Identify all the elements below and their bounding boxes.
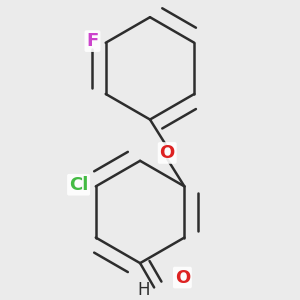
Text: F: F: [86, 32, 99, 50]
Text: Cl: Cl: [69, 176, 88, 194]
Text: O: O: [160, 144, 175, 162]
Text: O: O: [175, 268, 190, 286]
Text: F: F: [86, 32, 99, 50]
Text: H: H: [137, 281, 150, 299]
Text: Cl: Cl: [69, 176, 88, 194]
Text: O: O: [175, 268, 190, 286]
Text: O: O: [160, 144, 175, 162]
